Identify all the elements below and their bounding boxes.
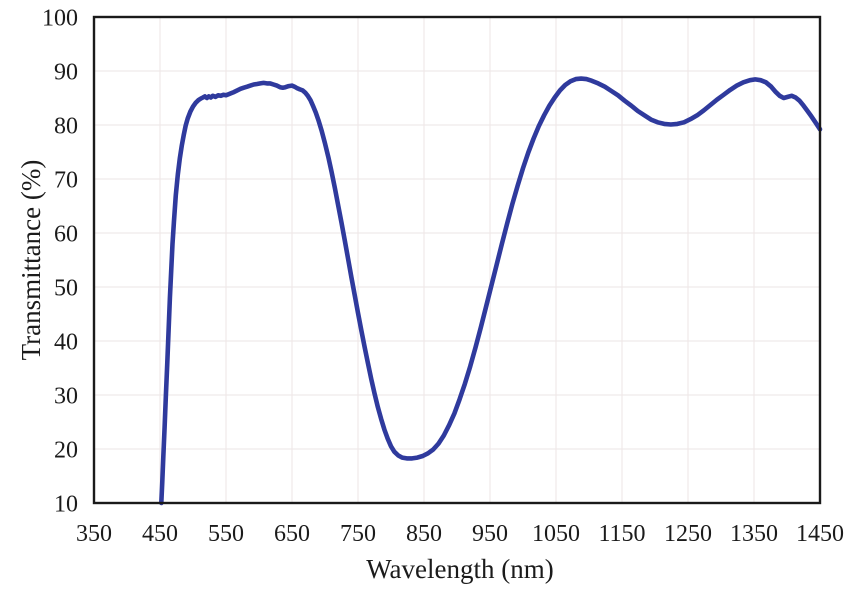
- x-axis-tick-labels: 350 450 550 650 750 850 950 1050 1150 1250 1350 145…: [76, 521, 844, 547]
- x-tick-label: 1150: [598, 521, 645, 547]
- y-tick-label: 90: [54, 60, 78, 86]
- x-tick-label: 1450: [796, 521, 844, 547]
- transmittance-curve: [159, 76, 823, 506]
- plot-border: [92, 15, 822, 505]
- y-tick-label: 40: [54, 330, 78, 356]
- y-axis-title: Transmittance (%): [16, 160, 46, 361]
- y-tick-label: 50: [54, 276, 78, 302]
- gridlines: [94, 17, 820, 503]
- x-tick-label: 650: [274, 521, 310, 547]
- y-tick-label: 30: [54, 384, 78, 410]
- x-tick-label: 1350: [730, 521, 778, 547]
- x-tick-label: 850: [406, 521, 442, 547]
- x-tick-label: 350: [76, 521, 112, 547]
- y-axis-tick-labels: 10 20 30 40 50 60 70 80 90 100: [42, 6, 78, 518]
- x-tick-label: 950: [472, 521, 508, 547]
- y-tick-label: 60: [54, 222, 78, 248]
- y-tick-label: 80: [54, 114, 78, 140]
- x-tick-label: 450: [142, 521, 178, 547]
- y-tick-label: 20: [54, 438, 78, 464]
- y-tick-label: 10: [54, 492, 78, 518]
- x-tick-label: 550: [208, 521, 244, 547]
- x-axis-title: Wavelength (nm): [366, 554, 554, 584]
- y-tick-label: 100: [42, 6, 78, 32]
- x-tick-label: 750: [340, 521, 376, 547]
- x-tick-label: 1250: [664, 521, 712, 547]
- y-tick-label: 70: [54, 168, 78, 194]
- x-tick-label: 1050: [532, 521, 580, 547]
